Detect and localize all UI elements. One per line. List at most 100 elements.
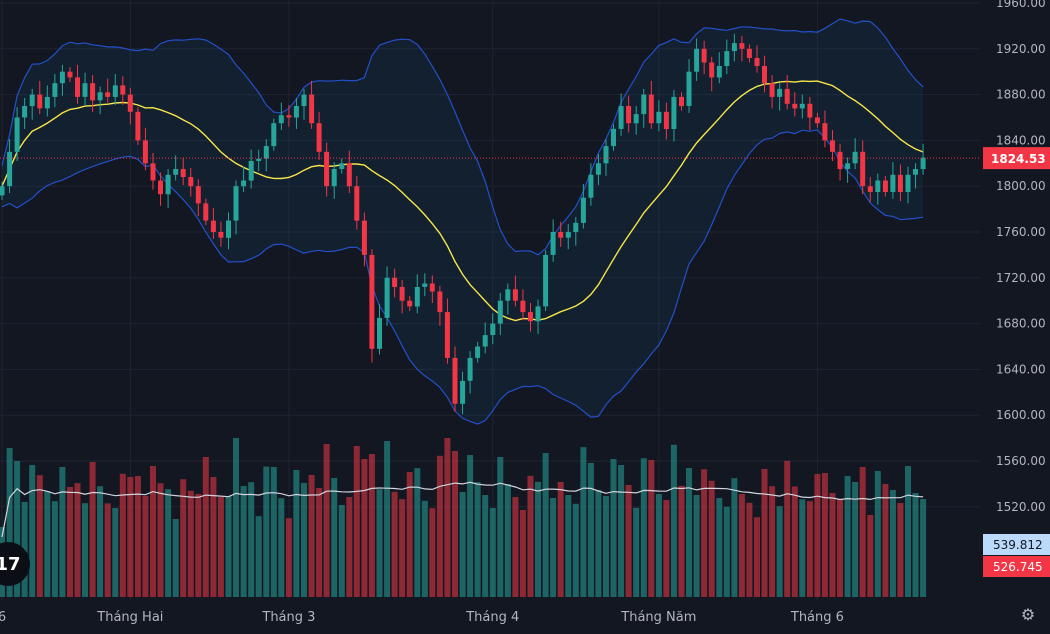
candle-body (580, 197, 586, 223)
volume-bar (716, 498, 723, 597)
volume-bar (353, 446, 360, 597)
candle-body (384, 277, 390, 318)
candle-body (158, 180, 163, 195)
candle-body (233, 186, 239, 221)
candle-body (814, 117, 820, 124)
x-tick-label: Tháng 3 (261, 610, 315, 625)
candle-body (188, 177, 194, 187)
volume-bar (172, 519, 179, 597)
candle-body (263, 146, 269, 159)
candle-body (611, 128, 616, 147)
volume-bar (278, 498, 285, 597)
volume-bar (784, 460, 791, 597)
last-price-badge (983, 147, 1050, 170)
volume-bar (308, 475, 315, 597)
candle-body (165, 174, 171, 195)
candle-body (777, 88, 783, 97)
volume-bar (519, 510, 526, 597)
volume-bar (263, 466, 270, 597)
volume-bar (565, 495, 572, 597)
volume-bar (384, 441, 391, 597)
volume-bar (678, 485, 685, 597)
candle-body (641, 94, 647, 115)
candle-body (716, 66, 722, 78)
volume-bar (482, 495, 489, 597)
candle-body (731, 43, 737, 52)
y-tick-label: 1680.00 (996, 317, 1046, 331)
volume-bar (912, 493, 919, 597)
volume-bar (489, 508, 496, 597)
candle-body (286, 115, 292, 118)
volume-bar (202, 457, 209, 597)
volume-bar (255, 516, 262, 597)
candle-body (558, 232, 564, 238)
candle-body (467, 357, 473, 381)
candle-body (739, 43, 745, 49)
volume-bar (59, 467, 66, 597)
volume-bar (542, 453, 549, 597)
volume-bar (285, 518, 292, 597)
candle-body (82, 83, 88, 97)
volume-bar (603, 496, 609, 597)
volume-bar (701, 469, 708, 597)
candle-body (543, 254, 549, 307)
volume-bar (655, 494, 662, 597)
candle-body (22, 106, 28, 118)
candle-body (316, 123, 322, 152)
candle-body (377, 317, 382, 349)
volume-bar (67, 487, 73, 597)
candle-body (429, 283, 435, 292)
candle-body (241, 180, 247, 187)
candle-body (679, 96, 684, 107)
volume-bar (708, 480, 715, 597)
volume-bar (225, 496, 232, 597)
y-tick-label: 1600.00 (996, 408, 1046, 422)
candle-body (595, 163, 601, 175)
candle-body (769, 83, 775, 97)
volume-value-badge (983, 534, 1050, 555)
candle-body (799, 103, 805, 109)
candle-body (414, 287, 420, 307)
candle-body (633, 114, 639, 124)
candle-body (346, 163, 352, 187)
gear-icon[interactable]: ⚙ (1020, 605, 1036, 624)
volume-bar (889, 490, 896, 597)
volume-bar (814, 474, 821, 597)
volume-bar (769, 486, 776, 597)
candle-body (701, 48, 707, 63)
volume-bar (837, 499, 843, 597)
volume-bar (421, 500, 428, 597)
x-tick-label: Tháng Năm (620, 610, 696, 625)
candle-body (792, 103, 798, 109)
candle-body (444, 312, 450, 358)
candle-body (875, 180, 881, 192)
volume-bar (761, 469, 768, 597)
y-tick-label: 1880.00 (996, 88, 1046, 102)
candle-body (920, 157, 926, 170)
moving-average-line (1, 80, 924, 322)
y-tick-label: 1920.00 (996, 42, 1046, 56)
candle-body (180, 169, 186, 177)
candle-body (29, 94, 35, 107)
candle-body (369, 254, 375, 349)
candle-body (520, 300, 526, 313)
candle-body (105, 92, 111, 97)
volume-bar (157, 483, 164, 597)
tradingview-logo[interactable]: 17 (0, 542, 30, 586)
candle-body (460, 380, 466, 404)
candle-body (512, 289, 518, 301)
candle-body (14, 117, 20, 152)
volume-bar (6, 448, 13, 597)
candle-body (301, 94, 307, 107)
volume-bar (504, 484, 511, 597)
x-tick-label: Tháng Hai (96, 610, 163, 625)
volume-bar (640, 458, 647, 597)
volume-bar (738, 494, 745, 597)
volume-bar (436, 455, 443, 597)
candle-body (0, 186, 5, 196)
candle-body (195, 186, 201, 204)
candle-body (52, 83, 58, 97)
volume-bar (874, 471, 881, 597)
volume-bar (14, 461, 21, 597)
